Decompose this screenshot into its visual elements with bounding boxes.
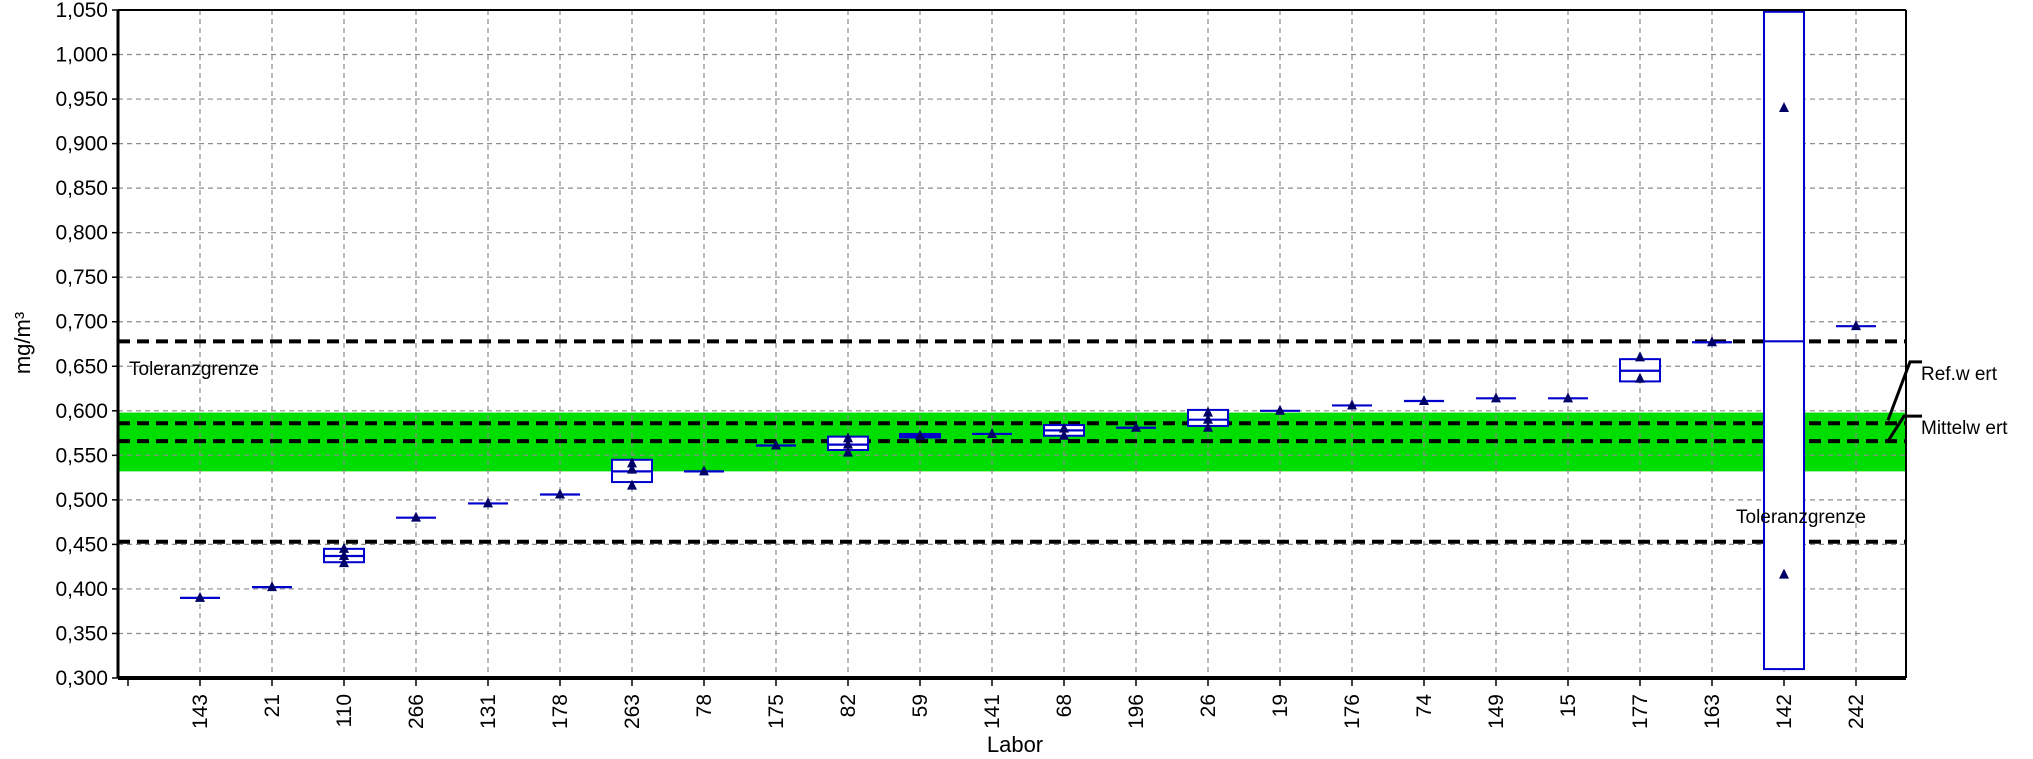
y-tick-label: 0,400: [55, 578, 108, 601]
x-tick-label: 266: [405, 694, 428, 729]
y-tick-label: 0,500: [55, 489, 108, 512]
x-tick-label: 59: [909, 694, 932, 717]
data-point: [267, 581, 277, 592]
data-point: [627, 457, 637, 468]
x-axis-title: Labor: [987, 732, 1043, 757]
x-tick-label: 196: [1125, 694, 1148, 729]
ref-value-label: Ref.w ert: [1921, 364, 1998, 385]
y-tick-label: 0,950: [55, 88, 108, 111]
data-point: [339, 549, 349, 560]
data-point: [1851, 320, 1861, 331]
x-tick-label: 242: [1845, 694, 1868, 729]
x-tick-label: 21: [261, 694, 284, 717]
y-tick-label: 0,850: [55, 177, 108, 200]
data-point: [1203, 421, 1213, 432]
x-tick-label: 78: [693, 694, 716, 717]
lower-tolerance-label: Toleranzgrenze: [1736, 507, 1866, 528]
data-point: [1635, 372, 1645, 383]
data-point: [1059, 429, 1069, 440]
x-tick-label: 143: [189, 694, 212, 729]
y-tick-label: 0,900: [55, 133, 108, 156]
y-tick-label: 0,800: [55, 222, 108, 245]
data-point: [1203, 406, 1213, 417]
y-tick-label: 1,050: [55, 0, 108, 22]
x-tick-label: 176: [1341, 694, 1364, 729]
mean-value-leader: [1886, 414, 1922, 442]
ref-value-leader: [1886, 360, 1922, 421]
x-tick-label: 19: [1269, 694, 1292, 717]
x-tick-label: 74: [1413, 694, 1436, 718]
data-point: [1635, 351, 1645, 362]
data-point: [1347, 399, 1357, 410]
data-point: [771, 439, 781, 450]
y-tick-label: 0,450: [55, 533, 108, 556]
data-point: [843, 432, 853, 443]
box-layer: [180, 10, 1876, 671]
y-tick-label: 0,550: [55, 444, 108, 467]
axis-layer: [112, 9, 1907, 686]
data-point: [483, 497, 493, 508]
data-point: [843, 438, 853, 449]
y-tick-label: 0,650: [55, 355, 108, 378]
data-point: [1779, 568, 1789, 579]
data-point: [1059, 422, 1069, 433]
data-point: [699, 465, 709, 476]
x-tick-label: 131: [477, 694, 500, 729]
data-point: [843, 446, 853, 457]
data-point: [627, 463, 637, 474]
data-point: [1275, 404, 1285, 415]
data-point: [1707, 336, 1717, 347]
y-axis-title: mg/m³: [10, 312, 35, 374]
x-tick-label: 163: [1701, 694, 1724, 729]
x-tick-label: 15: [1557, 694, 1580, 717]
data-point: [1131, 421, 1141, 432]
y-tick-label: 0,750: [55, 266, 108, 289]
y-tick-label: 0,350: [55, 622, 108, 645]
x-tick-label: 141: [981, 694, 1004, 729]
data-point: [1419, 395, 1429, 406]
grid-layer: [118, 9, 1906, 679]
y-tick-label: 0,700: [55, 311, 108, 334]
y-tick-label: 1,000: [55, 44, 108, 67]
x-tick-label: 149: [1485, 694, 1508, 729]
x-tick-label: 178: [549, 694, 572, 729]
mean-value-label: Mittelw ert: [1921, 418, 2008, 439]
y-tick-label: 0,600: [55, 400, 108, 423]
reference-lines-layer: [118, 339, 1922, 544]
x-tick-label: 142: [1773, 694, 1796, 729]
x-tick-label: 82: [837, 694, 860, 717]
x-tick-label: 177: [1629, 694, 1652, 729]
data-point: [1563, 392, 1573, 403]
x-tick-label: 110: [333, 694, 356, 727]
data-point: [411, 511, 421, 522]
data-point: [627, 479, 637, 490]
data-point: [195, 591, 205, 602]
data-point: [1779, 101, 1789, 112]
data-point: [339, 542, 349, 553]
data-point: [915, 429, 925, 440]
data-point: [987, 427, 997, 438]
x-tick-label: 26: [1197, 694, 1220, 717]
x-tick-label: 175: [765, 694, 788, 729]
data-point: [339, 557, 349, 568]
upper-tolerance-label: Toleranzgrenze: [129, 359, 259, 380]
x-tick-label: 263: [621, 694, 644, 729]
label-layer: 0,300 0,350 0,400 0,450 0,500 0,550 0,600 0,650…: [55, 0, 1868, 729]
data-point: [1203, 413, 1213, 424]
x-tick-label: 68: [1053, 694, 1076, 717]
data-point: [555, 488, 565, 499]
data-point: [1491, 392, 1501, 403]
y-tick-label: 0,300: [55, 667, 108, 690]
